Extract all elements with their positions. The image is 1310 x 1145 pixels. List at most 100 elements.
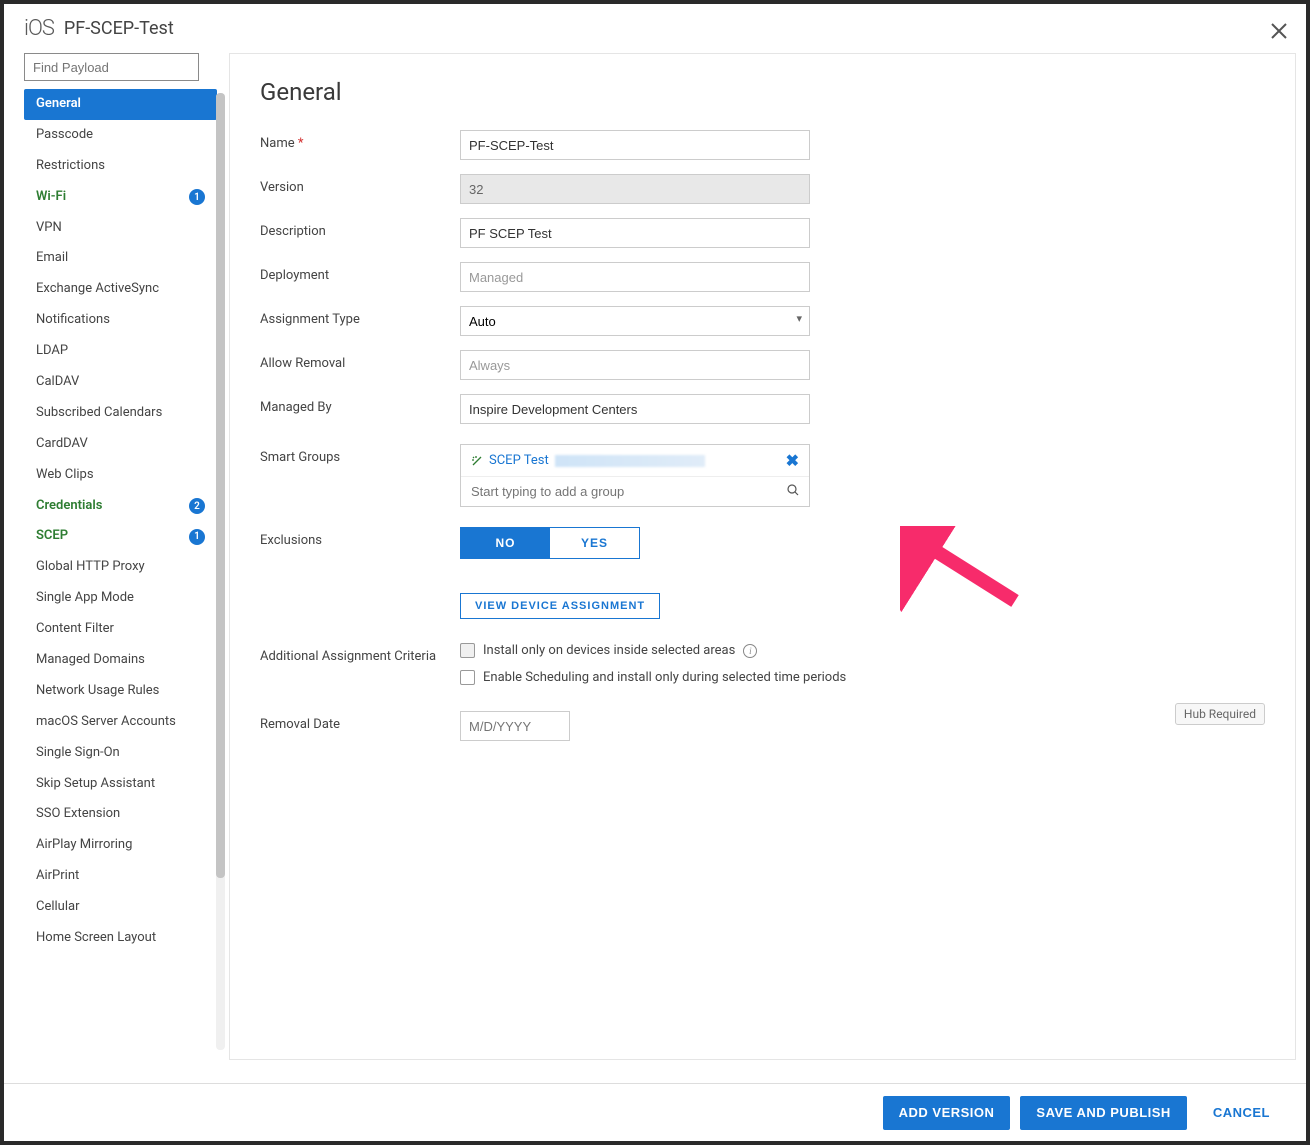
sidebar-item-label: Wi-Fi xyxy=(36,189,66,206)
enable-scheduling-checkbox[interactable] xyxy=(460,670,475,685)
badge-icon: 2 xyxy=(189,498,205,514)
sidebar-item-ldap[interactable]: LDAP xyxy=(24,336,217,367)
sidebar-item-label: SSO Extension xyxy=(36,806,120,823)
sidebar-item-label: Subscribed Calendars xyxy=(36,405,162,422)
save-and-publish-button[interactable]: SAVE AND PUBLISH xyxy=(1020,1096,1186,1130)
sidebar-item-label: Managed Domains xyxy=(36,652,145,669)
sidebar-item-label: Content Filter xyxy=(36,621,114,638)
smart-groups-box: SCEP Test ✖ xyxy=(460,444,810,507)
sidebar-item-single-app-mode[interactable]: Single App Mode xyxy=(24,583,217,614)
sidebar-item-label: Home Screen Layout xyxy=(36,930,156,947)
sidebar-item-label: Cellular xyxy=(36,899,79,916)
additional-criteria-label: Additional Assignment Criteria xyxy=(260,643,460,664)
sidebar-item-caldav[interactable]: CalDAV xyxy=(24,367,217,398)
assignment-type-label: Assignment Type xyxy=(260,306,460,327)
smart-group-tag[interactable]: SCEP Test ✖ xyxy=(461,445,809,476)
sidebar-item-sso-extension[interactable]: SSO Extension xyxy=(24,799,217,830)
body: General Passcode Restrictions Wi-Fi1 VPN Emai… xyxy=(4,53,1306,1070)
install-inside-areas-checkbox[interactable] xyxy=(460,643,475,658)
close-icon xyxy=(1270,22,1288,40)
info-icon[interactable]: i xyxy=(743,644,757,658)
cancel-button[interactable]: CANCEL xyxy=(1197,1096,1286,1130)
sidebar-item-label: Global HTTP Proxy xyxy=(36,559,145,576)
sidebar-item-label: Restrictions xyxy=(36,158,105,175)
sidebar-item-credentials[interactable]: Credentials 2 xyxy=(24,491,217,522)
sidebar-item-exchange-activesync[interactable]: Exchange ActiveSync xyxy=(24,274,217,305)
name-label: Name * xyxy=(260,130,460,151)
sidebar-item-airplay-mirroring[interactable]: AirPlay Mirroring xyxy=(24,830,217,861)
remove-tag-button[interactable]: ✖ xyxy=(786,451,799,470)
sidebar-item-subscribed-calendars[interactable]: Subscribed Calendars xyxy=(24,398,217,429)
managed-by-label: Managed By xyxy=(260,394,460,415)
sidebar-item-passcode[interactable]: Passcode xyxy=(24,120,217,151)
managed-by-input[interactable] xyxy=(460,394,810,424)
search-icon xyxy=(787,484,799,500)
smart-group-search-input[interactable] xyxy=(461,476,809,506)
sidebar-item-carddav[interactable]: CardDAV xyxy=(24,429,217,460)
name-input[interactable] xyxy=(460,130,810,160)
header: iOS PF-SCEP-Test xyxy=(4,4,1306,53)
sidebar-item-label: Single App Mode xyxy=(36,590,134,607)
sidebar-item-managed-domains[interactable]: Managed Domains xyxy=(24,645,217,676)
description-input[interactable] xyxy=(460,218,810,248)
sidebar-item-label: Web Clips xyxy=(36,467,94,484)
sidebar-item-label: VPN xyxy=(36,220,62,237)
profile-editor-window: iOS PF-SCEP-Test General Passcode Restrict… xyxy=(0,0,1310,1145)
sidebar-item-email[interactable]: Email xyxy=(24,243,217,274)
sidebar-item-cellular[interactable]: Cellular xyxy=(24,892,217,923)
sidebar-item-network-usage-rules[interactable]: Network Usage Rules xyxy=(24,676,217,707)
checkbox2-label: Enable Scheduling and install only durin… xyxy=(483,670,846,685)
sidebar-item-wi-fi[interactable]: Wi-Fi1 xyxy=(24,182,217,213)
deployment-label: Deployment xyxy=(260,262,460,283)
assignment-type-select[interactable]: Auto xyxy=(460,306,810,336)
allow-removal-input xyxy=(460,350,810,380)
sidebar-item-label: Notifications xyxy=(36,312,110,329)
add-version-button[interactable]: ADD VERSION xyxy=(883,1096,1011,1130)
removal-date-input[interactable] xyxy=(460,711,570,741)
sidebar: General Passcode Restrictions Wi-Fi1 VPN Emai… xyxy=(4,53,229,1070)
exclusions-toggle: NO YES xyxy=(460,527,640,559)
sidebar-item-home-screen-layout[interactable]: Home Screen Layout xyxy=(24,923,217,954)
profile-title: PF-SCEP-Test xyxy=(64,18,174,39)
version-label: Version xyxy=(260,174,460,195)
sidebar-item-label: SCEP xyxy=(36,528,68,545)
close-button[interactable] xyxy=(1270,20,1288,46)
hub-required-badge: Hub Required xyxy=(1175,703,1265,725)
sidebar-item-skip-setup-assistant[interactable]: Skip Setup Assistant xyxy=(24,769,217,800)
sidebar-item-label: Network Usage Rules xyxy=(36,683,159,700)
sidebar-item-vpn[interactable]: VPN xyxy=(24,213,217,244)
sidebar-item-label: CardDAV xyxy=(36,436,88,453)
allow-removal-label: Allow Removal xyxy=(260,350,460,371)
sidebar-item-notifications[interactable]: Notifications xyxy=(24,305,217,336)
exclusions-no-button[interactable]: NO xyxy=(461,528,550,558)
sidebar-item-label: Credentials xyxy=(36,498,102,515)
panel-title: General xyxy=(260,78,1265,106)
smart-groups-label: Smart Groups xyxy=(260,444,460,465)
redacted-text xyxy=(555,455,705,467)
sidebar-item-airprint[interactable]: AirPrint xyxy=(24,861,217,892)
sidebar-item-label: LDAP xyxy=(36,343,68,360)
view-device-assignment-button[interactable]: VIEW DEVICE ASSIGNMENT xyxy=(460,593,660,619)
sidebar-item-restrictions[interactable]: Restrictions xyxy=(24,151,217,182)
sidebar-item-label: Skip Setup Assistant xyxy=(36,776,155,793)
search-input[interactable] xyxy=(24,53,199,81)
exclusions-yes-button[interactable]: YES xyxy=(550,528,639,558)
sidebar-item-scep[interactable]: SCEP1 xyxy=(24,521,217,552)
sidebar-item-general[interactable]: General xyxy=(24,89,217,120)
sidebar-item-label: Exchange ActiveSync xyxy=(36,281,159,298)
sidebar-item-label: Single Sign-On xyxy=(36,745,120,762)
sidebar-scrollbar[interactable] xyxy=(216,93,225,1050)
sidebar-item-label: Passcode xyxy=(36,127,93,144)
sidebar-item-content-filter[interactable]: Content Filter xyxy=(24,614,217,645)
description-label: Description xyxy=(260,218,460,239)
main-panel: General Name * Version Description Deplo… xyxy=(229,53,1296,1060)
sidebar-item-macos-server-accounts[interactable]: macOS Server Accounts xyxy=(24,707,217,738)
sidebar-item-label: Email xyxy=(36,250,68,267)
platform-label: iOS xyxy=(24,16,54,41)
sidebar-item-global-http-proxy[interactable]: Global HTTP Proxy xyxy=(24,552,217,583)
sidebar-item-web-clips[interactable]: Web Clips xyxy=(24,460,217,491)
sidebar-item-single-sign-on[interactable]: Single Sign-On xyxy=(24,738,217,769)
payload-list: General Passcode Restrictions Wi-Fi1 VPN Emai… xyxy=(24,89,217,954)
version-input xyxy=(460,174,810,204)
footer: ADD VERSION SAVE AND PUBLISH CANCEL xyxy=(4,1083,1306,1141)
